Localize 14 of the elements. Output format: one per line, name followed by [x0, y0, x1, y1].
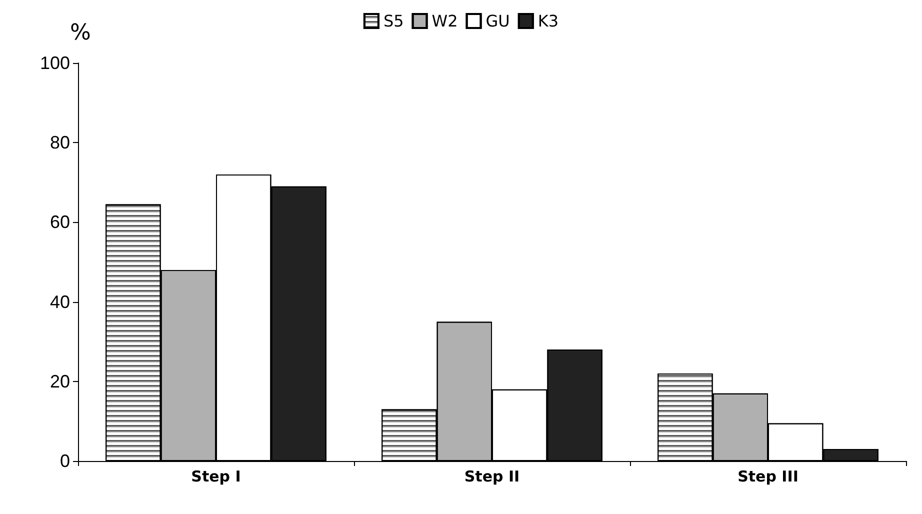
y-tick-label: 20 — [50, 371, 70, 392]
legend-label: S5 — [383, 12, 404, 30]
y-tick-label: 100 — [40, 53, 70, 73]
legend-label: GU — [486, 12, 510, 30]
y-tick-label: 40 — [50, 292, 70, 312]
x-tick-label: Step II — [464, 468, 520, 486]
legend-label: W2 — [432, 12, 458, 30]
y-axis-title: % — [70, 20, 91, 46]
legend-label: K3 — [538, 12, 559, 30]
y-tick-label: 0 — [60, 451, 70, 471]
y-tick-label: 80 — [50, 132, 70, 153]
y-tick-label: 60 — [50, 212, 70, 232]
x-tick-label: Step III — [738, 468, 798, 486]
x-tick-label: Step I — [191, 468, 241, 486]
